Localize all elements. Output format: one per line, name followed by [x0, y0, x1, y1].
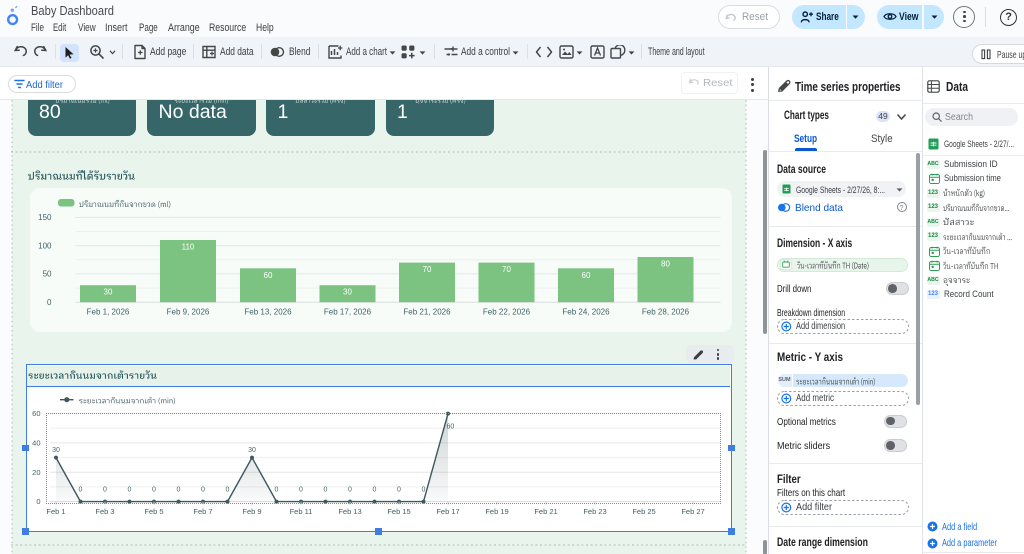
svg-text:30: 30 [52, 447, 60, 454]
svg-text:Feb 3: Feb 3 [95, 507, 114, 516]
svg-text:0: 0 [397, 486, 401, 493]
svg-text:Feb 24, 2026: Feb 24, 2026 [562, 307, 610, 316]
svg-text:70: 70 [423, 265, 432, 274]
svg-text:Feb 1: Feb 1 [46, 507, 65, 516]
svg-text:Feb 17: Feb 17 [436, 507, 459, 516]
svg-text:Feb 22, 2026: Feb 22, 2026 [483, 307, 531, 316]
svg-text:110: 110 [182, 242, 195, 251]
svg-text:0: 0 [422, 486, 426, 493]
svg-text:0: 0 [373, 486, 377, 493]
svg-text:0: 0 [299, 486, 303, 493]
svg-text:0: 0 [348, 486, 352, 493]
svg-text:Feb 11: Feb 11 [290, 507, 313, 516]
svg-text:Feb 21, 2026: Feb 21, 2026 [403, 307, 451, 316]
svg-text:Feb 28, 2026: Feb 28, 2026 [642, 307, 690, 316]
svg-text:Feb 13: Feb 13 [338, 507, 361, 516]
svg-text:40: 40 [32, 438, 40, 447]
svg-text:Feb 9, 2026: Feb 9, 2026 [167, 307, 210, 316]
svg-text:Feb 9: Feb 9 [242, 507, 261, 516]
svg-text:60: 60 [447, 423, 455, 430]
svg-text:0: 0 [177, 486, 181, 493]
svg-text:30: 30 [104, 287, 113, 296]
svg-text:Feb 23: Feb 23 [583, 507, 606, 516]
svg-text:Feb 21: Feb 21 [534, 507, 557, 516]
svg-text:20: 20 [32, 467, 40, 476]
svg-text:80: 80 [661, 259, 670, 268]
svg-text:0: 0 [47, 298, 52, 307]
svg-text:0: 0 [152, 486, 156, 493]
svg-text:30: 30 [343, 287, 352, 296]
svg-text:Feb 5: Feb 5 [144, 507, 163, 516]
svg-text:Feb 17, 2026: Feb 17, 2026 [324, 307, 372, 316]
svg-text:0: 0 [128, 486, 132, 493]
svg-text:Feb 1, 2026: Feb 1, 2026 [87, 307, 130, 316]
svg-text:Feb 13, 2026: Feb 13, 2026 [244, 307, 292, 316]
svg-text:60: 60 [582, 270, 591, 279]
svg-text:Feb 25: Feb 25 [632, 507, 655, 516]
svg-text:60: 60 [264, 270, 273, 279]
svg-text:30: 30 [248, 447, 256, 454]
svg-text:0: 0 [79, 486, 83, 493]
svg-text:0: 0 [36, 497, 40, 506]
svg-text:Feb 7: Feb 7 [193, 507, 212, 516]
svg-text:Feb 27: Feb 27 [681, 507, 704, 516]
svg-text:0: 0 [201, 486, 205, 493]
svg-text:0: 0 [103, 486, 107, 493]
svg-text:0: 0 [324, 486, 328, 493]
svg-text:0: 0 [226, 486, 230, 493]
svg-text:Feb 19: Feb 19 [485, 507, 508, 516]
svg-text:70: 70 [502, 265, 511, 274]
svg-text:100: 100 [38, 241, 52, 250]
svg-text:0: 0 [275, 486, 279, 493]
svg-text:50: 50 [43, 269, 52, 278]
svg-text:150: 150 [38, 213, 52, 222]
svg-text:60: 60 [32, 409, 40, 418]
svg-text:Feb 15: Feb 15 [387, 507, 410, 516]
